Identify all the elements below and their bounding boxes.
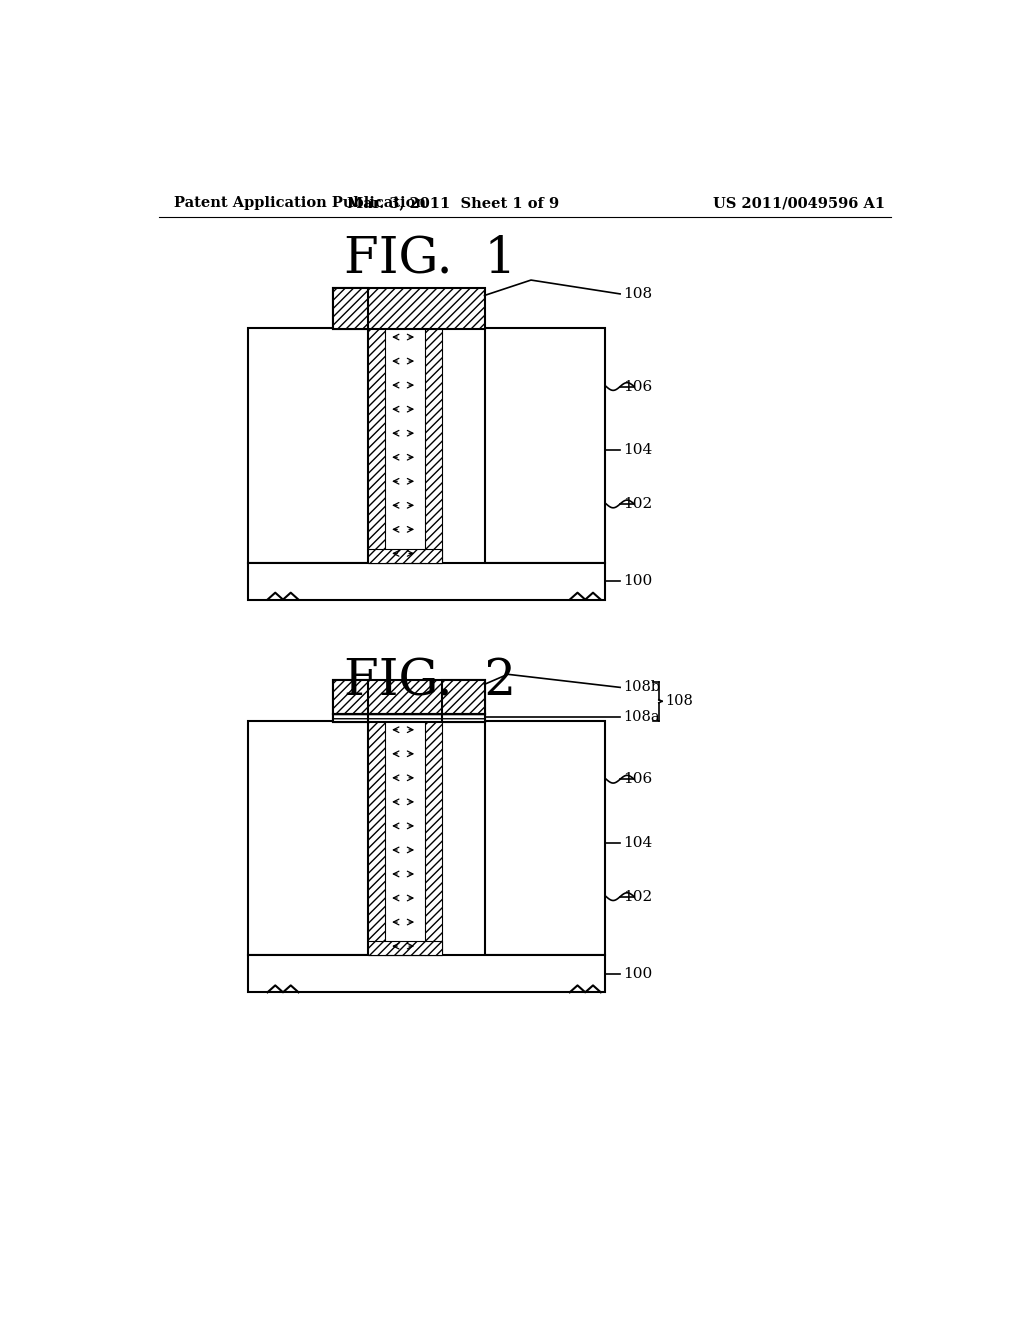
Text: Patent Application Publication: Patent Application Publication	[174, 197, 427, 210]
Bar	[334, 288, 369, 330]
Bar	[248, 721, 369, 956]
Bar	[442, 681, 484, 714]
Bar	[248, 956, 604, 993]
Text: 104: 104	[624, 444, 652, 457]
Text: FIG.  2: FIG. 2	[344, 657, 516, 706]
Text: 104: 104	[624, 836, 652, 850]
Text: Mar. 3, 2011  Sheet 1 of 9: Mar. 3, 2011 Sheet 1 of 9	[347, 197, 559, 210]
Bar	[369, 941, 442, 956]
Bar	[248, 562, 604, 599]
Bar	[334, 681, 484, 714]
Text: US 2011/0049596 A1: US 2011/0049596 A1	[713, 197, 886, 210]
Text: 100: 100	[624, 966, 652, 981]
Bar	[334, 714, 369, 722]
Bar	[248, 327, 369, 562]
Text: 108: 108	[624, 286, 652, 301]
Bar	[334, 714, 484, 722]
Bar	[484, 327, 604, 562]
Bar	[484, 721, 604, 956]
Text: 102: 102	[624, 496, 652, 511]
Text: 106: 106	[624, 772, 652, 787]
Bar	[334, 681, 369, 714]
Bar	[442, 714, 484, 722]
Text: 100: 100	[624, 574, 652, 589]
Bar	[385, 327, 425, 562]
Bar	[369, 721, 385, 956]
Bar	[369, 327, 385, 562]
Bar	[334, 288, 484, 330]
Text: 108a: 108a	[624, 710, 659, 725]
Bar	[369, 549, 442, 562]
Text: FIG.  1: FIG. 1	[344, 234, 516, 284]
Bar	[385, 721, 425, 956]
Text: 102: 102	[624, 890, 652, 904]
Text: 108: 108	[665, 694, 693, 709]
Bar	[425, 327, 442, 562]
Text: 108b: 108b	[624, 680, 660, 694]
Bar	[425, 721, 442, 956]
Text: 106: 106	[624, 380, 652, 393]
